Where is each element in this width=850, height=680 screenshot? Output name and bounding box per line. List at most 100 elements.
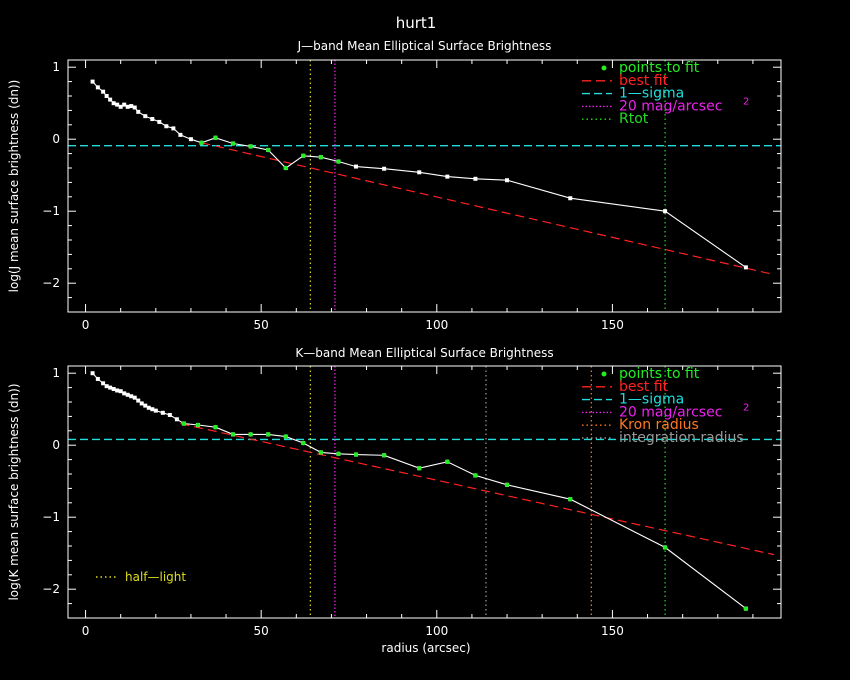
- k-profile-point: [118, 389, 123, 394]
- j-plot-area: [68, 60, 781, 312]
- k-plot-area: [68, 366, 781, 618]
- figure-title: hurt1: [396, 14, 437, 32]
- k-fit-point: [567, 496, 573, 502]
- j-profile-point: [354, 164, 359, 169]
- j-fit-point: [199, 140, 204, 146]
- k-legend-label: best fit: [619, 379, 669, 395]
- j-fit-point: [301, 153, 306, 159]
- k-profile-point: [108, 385, 113, 390]
- k-fit-point: [445, 459, 450, 465]
- k-fit-point: [181, 421, 187, 426]
- k-legend-label: points to fit: [619, 366, 700, 382]
- k-axes-frame: [67, 365, 782, 619]
- j-profile-point: [171, 126, 176, 131]
- k-profile-point: [150, 407, 155, 412]
- k-y-axis-label: log(K mean surface brightness (dn)): [7, 383, 21, 600]
- j-profile-point: [104, 94, 109, 98]
- k-fit-point: [662, 545, 668, 550]
- j-profile-point: [157, 119, 162, 124]
- j-fit-point: [213, 135, 218, 141]
- j-x-tick-label: 150: [601, 318, 624, 332]
- j-profile-point: [132, 105, 137, 110]
- j-band-panel: J—band Mean Elliptical Surface Brightnes…: [7, 39, 782, 332]
- j-profile-point: [743, 265, 748, 270]
- j-fit-point: [265, 147, 271, 153]
- k-legend-label: 20 mag/arcsec: [619, 404, 722, 420]
- k-profile-point: [95, 376, 100, 381]
- j-x-tick-label: 100: [425, 318, 448, 332]
- j-fit-point: [336, 159, 341, 164]
- k-profile-point: [136, 398, 141, 403]
- j-legend-label: 20 mag/arcsec: [619, 98, 722, 114]
- j-profile-point: [417, 170, 422, 175]
- j-profile-point: [108, 97, 113, 102]
- k-fit-point: [283, 434, 289, 439]
- k-legend-label: 1—sigma: [619, 392, 684, 408]
- k-legend-label: Kron radius: [619, 417, 699, 433]
- j-profile-point: [188, 137, 193, 142]
- j-y-axis-label: log(J mean surface brightness (dn)): [7, 80, 21, 293]
- j-legend-label: points to fit: [619, 60, 700, 76]
- k-profile-point: [160, 410, 165, 415]
- k-fit-point: [743, 606, 749, 611]
- j-profile-point: [122, 102, 127, 107]
- j-profile-point: [129, 104, 134, 109]
- k-y-tick-label: 1: [52, 366, 60, 380]
- j-profile-point: [505, 178, 510, 183]
- j-profile-point: [90, 79, 95, 84]
- x-axis-label: radius (arcsec): [381, 641, 470, 655]
- j-profile-point: [111, 101, 116, 106]
- k-fit-point: [248, 432, 253, 437]
- k-y-tick-label: −2: [42, 582, 60, 596]
- j-profile-point: [663, 209, 668, 214]
- k-x-tick-label: 50: [254, 624, 269, 638]
- j-profile-point: [101, 89, 106, 94]
- k-x-tick-label: 0: [82, 624, 90, 638]
- j-profile-point: [115, 102, 120, 107]
- k-fit-point: [353, 452, 359, 457]
- k-y-tick-label: −1: [42, 510, 60, 524]
- k-profile-point: [125, 392, 130, 397]
- j-legend-label: best fit: [619, 73, 669, 89]
- k-fit-point: [195, 422, 201, 428]
- j-profile-point: [164, 124, 169, 129]
- k-fit-point: [265, 432, 271, 437]
- k-fit-point: [504, 482, 510, 488]
- j-profile-point: [568, 196, 573, 201]
- k-x-tick-label: 150: [601, 624, 624, 638]
- j-profile-point: [445, 174, 450, 179]
- j-profile-point: [473, 176, 478, 181]
- j-legend-label: Rtot: [619, 111, 649, 127]
- j-y-tick-label: 0: [52, 132, 60, 146]
- k-fit-point: [301, 440, 306, 446]
- k-profile-point: [146, 405, 151, 410]
- j-y-tick-label: −1: [42, 204, 60, 218]
- j-profile-point: [382, 166, 387, 171]
- k-fit-point: [230, 432, 236, 437]
- k-legend-label: integration radius: [619, 430, 744, 446]
- j-profile-point: [136, 109, 141, 114]
- j-axes-frame: [67, 59, 782, 313]
- j-x-tick-label: 50: [254, 318, 269, 332]
- j-profile-point: [178, 132, 183, 137]
- j-profile-point: [125, 104, 130, 109]
- j-legend-superscript: 2: [743, 96, 749, 107]
- j-panel-title: J—band Mean Elliptical Surface Brightnes…: [297, 39, 552, 53]
- k-profile-point: [153, 408, 158, 413]
- k-band-panel: K—band Mean Elliptical Surface Brightnes…: [7, 346, 782, 638]
- j-profile-point: [95, 85, 100, 90]
- k-profile-point: [143, 403, 148, 408]
- j-fit-point: [283, 165, 289, 171]
- k-legend-marker: [601, 371, 607, 377]
- k-y-tick-label: 0: [52, 438, 60, 452]
- k-profile-point: [90, 371, 95, 376]
- k-best-fit-line: [180, 423, 775, 556]
- k-profile-point: [101, 381, 106, 386]
- k-panel-title: K—band Mean Elliptical Surface Brightnes…: [295, 346, 553, 360]
- k-profile-point: [111, 387, 116, 392]
- j-y-tick-label: −2: [42, 276, 60, 290]
- k-profile-point: [132, 395, 137, 400]
- k-profile-point: [129, 394, 134, 399]
- j-profile-point: [150, 117, 155, 122]
